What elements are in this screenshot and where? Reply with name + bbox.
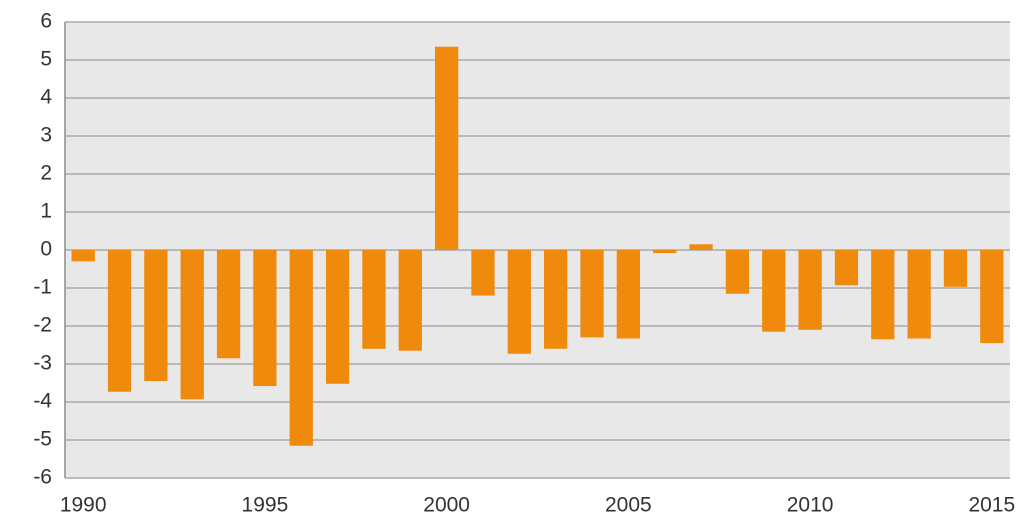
bar bbox=[144, 250, 168, 382]
x-tick-label: 1990 bbox=[60, 494, 107, 517]
y-tick-label: -6 bbox=[33, 466, 52, 489]
y-tick-label: -1 bbox=[33, 276, 52, 299]
bar bbox=[107, 250, 132, 392]
y-tick-label: 1 bbox=[40, 200, 52, 223]
bar bbox=[834, 250, 859, 286]
bar bbox=[907, 250, 931, 339]
y-tick-label: 6 bbox=[40, 10, 52, 33]
bar bbox=[398, 250, 422, 351]
y-tick-label: -3 bbox=[33, 352, 52, 375]
bar bbox=[762, 250, 786, 332]
bar bbox=[943, 250, 968, 287]
bar bbox=[653, 250, 677, 254]
bar bbox=[289, 250, 313, 446]
y-tick-label: -2 bbox=[33, 314, 52, 337]
x-tick-label: 1995 bbox=[242, 494, 289, 517]
x-tick-label: 2015 bbox=[968, 494, 1015, 517]
x-tick-label: 2010 bbox=[787, 494, 834, 517]
y-tick-label: 3 bbox=[40, 124, 52, 147]
bar bbox=[71, 250, 95, 262]
bar bbox=[544, 250, 568, 349]
bar bbox=[616, 250, 640, 339]
y-tick-label: 0 bbox=[40, 238, 52, 261]
bar bbox=[362, 250, 386, 349]
bar bbox=[580, 250, 604, 338]
y-tick-label: -5 bbox=[33, 428, 52, 451]
bar bbox=[216, 250, 241, 359]
x-tick-label: 2005 bbox=[605, 494, 652, 517]
bar bbox=[871, 250, 895, 340]
y-tick-label: -4 bbox=[33, 390, 52, 413]
bar bbox=[471, 250, 495, 296]
y-tick-label: 4 bbox=[40, 86, 52, 109]
bar bbox=[725, 250, 750, 294]
y-tick-label: 5 bbox=[40, 48, 52, 71]
y-tick-label: 2 bbox=[40, 162, 52, 185]
bar bbox=[980, 250, 1004, 344]
bar bbox=[180, 250, 204, 400]
x-tick-label: 2000 bbox=[423, 494, 470, 517]
bar bbox=[507, 250, 531, 354]
bar bbox=[435, 46, 459, 251]
bar bbox=[253, 250, 277, 387]
bar bbox=[325, 250, 350, 384]
bar bbox=[798, 250, 822, 330]
bar bbox=[689, 244, 713, 250]
